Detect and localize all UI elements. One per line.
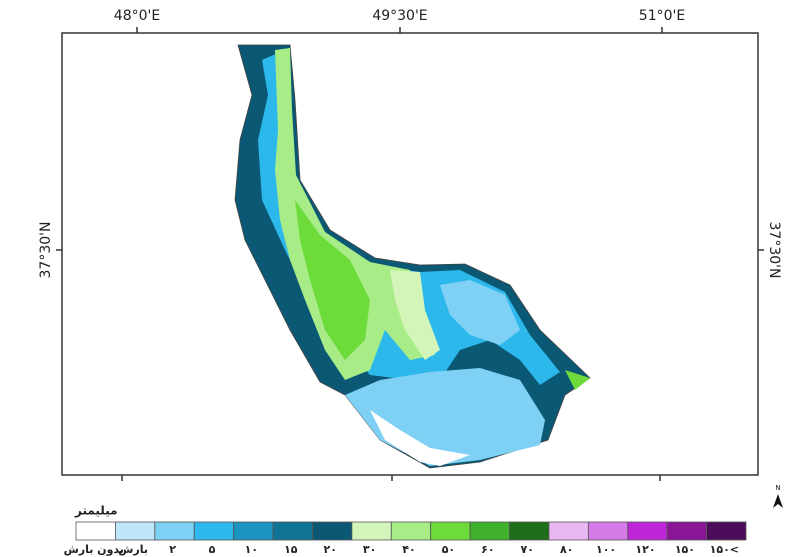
province-map — [234, 44, 591, 469]
lat-label: 37°30'N — [38, 222, 54, 279]
lon-label: 48°0'E — [114, 8, 160, 24]
legend-swatch — [351, 521, 392, 541]
legend-swatch — [706, 521, 747, 541]
map-frame — [61, 32, 759, 476]
legend-label: ۲۰ — [323, 543, 336, 556]
legend-swatch — [509, 521, 550, 541]
legend-label: ۱۵۰< — [710, 543, 739, 556]
lon-label: 51°0'E — [639, 8, 685, 24]
legend-swatch — [75, 521, 116, 541]
legend-swatch — [115, 521, 156, 541]
legend-swatch — [469, 521, 510, 541]
legend-swatch — [154, 521, 195, 541]
legend-swatch — [627, 521, 668, 541]
legend-title: میلیمتر — [74, 504, 118, 518]
legend-label: ۱۰ — [245, 543, 258, 556]
legend-label: بدون بارش — [64, 543, 124, 556]
legend-label: ۶۰ — [481, 543, 494, 556]
legend-swatch — [193, 521, 235, 541]
legend-swatch — [666, 521, 707, 541]
legend-label: ۱۲۰ — [635, 543, 655, 556]
legend-swatch — [233, 521, 274, 541]
legend-label: ۴۰ — [402, 543, 415, 556]
legend-swatch — [587, 521, 629, 541]
legend-label: ۵۰ — [442, 543, 455, 556]
legend-label: ۳۰ — [363, 543, 376, 556]
legend-swatch — [430, 521, 471, 541]
legend-label: ۵ — [209, 543, 216, 556]
legend-label: ۱۵ — [284, 543, 298, 556]
legend-label: ۱۰۰ — [596, 543, 616, 556]
legend-label: ۲ — [169, 543, 176, 556]
legend-label: ۱۵۰ — [675, 543, 695, 556]
north-arrow: N — [773, 484, 783, 508]
legend-swatch — [390, 521, 432, 541]
legend-swatch — [272, 521, 313, 541]
legend-label: ۸۰ — [560, 543, 573, 556]
lon-label: 49°30'E — [372, 8, 427, 24]
legend-swatch — [548, 521, 589, 541]
legend-swatch — [312, 521, 353, 541]
legend-label: بارش — [118, 543, 148, 556]
graticule-ticks — [56, 27, 764, 481]
north-label: N — [775, 484, 780, 492]
lat-label: 37°30'N — [766, 222, 782, 279]
legend-label: ۷۰ — [521, 543, 534, 556]
